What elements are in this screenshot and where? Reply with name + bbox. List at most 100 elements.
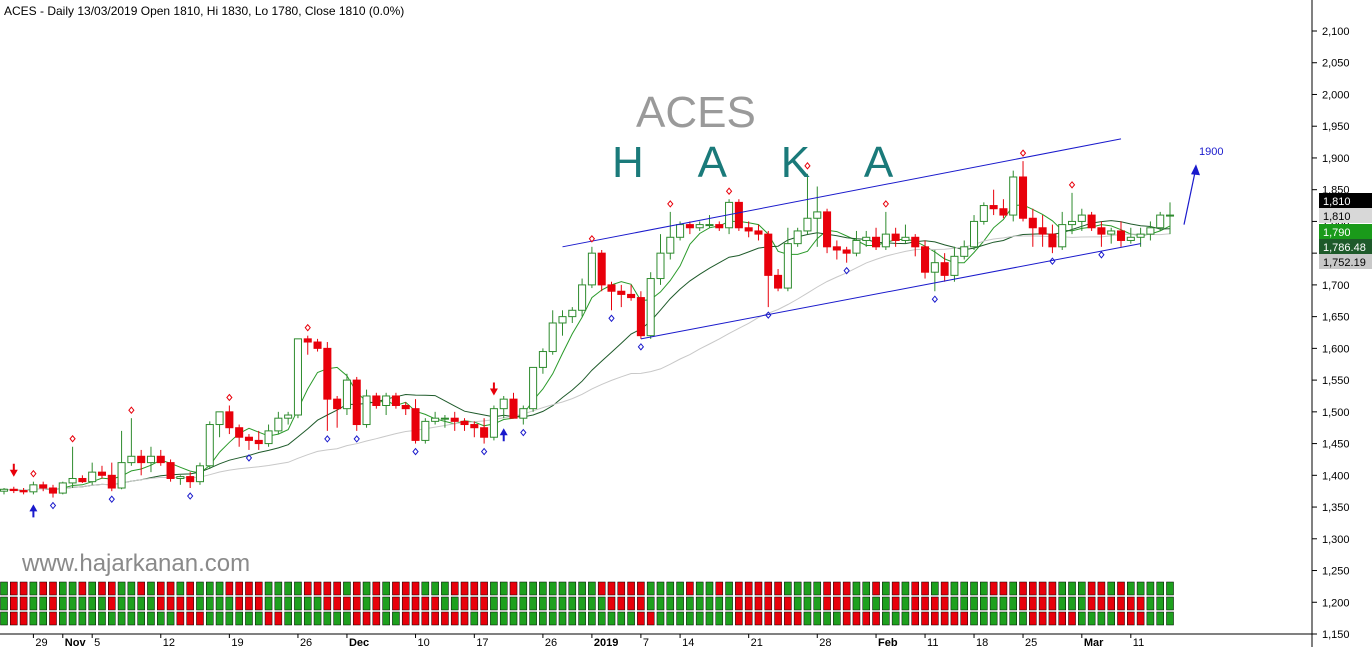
fractal-low-marker <box>324 435 331 443</box>
x-tick-label: 28 <box>819 637 831 647</box>
status-cell <box>490 596 498 611</box>
status-cell <box>59 611 67 626</box>
status-cell <box>245 581 253 596</box>
candle-body <box>568 309 577 318</box>
status-cell <box>29 581 38 596</box>
status-cell <box>548 581 557 596</box>
status-cell <box>1097 611 1106 626</box>
status-cell <box>901 581 910 596</box>
status-cell <box>686 611 694 626</box>
x-tick-label: 10 <box>418 637 430 647</box>
candle-body <box>1146 227 1155 235</box>
candle-body <box>235 427 244 438</box>
candle-body <box>989 205 998 210</box>
status-cell <box>1136 611 1145 626</box>
fractal-low-marker <box>765 311 772 319</box>
status-cell <box>656 596 665 611</box>
candle-body <box>872 236 881 248</box>
status-cell <box>411 596 420 611</box>
status-cell <box>411 581 420 596</box>
candle-body <box>548 322 557 353</box>
candle-body <box>715 224 724 229</box>
status-cell <box>754 611 763 626</box>
status-cell <box>705 596 714 611</box>
candle-body <box>186 476 195 483</box>
status-cell <box>519 596 528 611</box>
status-cell <box>695 596 704 611</box>
candle-body <box>166 462 175 479</box>
status-cell <box>852 596 861 611</box>
candle-body <box>362 395 371 426</box>
status-cell <box>68 581 77 596</box>
candle-body <box>793 230 802 245</box>
status-cell <box>676 611 684 626</box>
candle-body <box>842 249 851 254</box>
y-tick-label: 1,700 <box>1322 280 1350 292</box>
x-tick-label: 7 <box>643 637 649 647</box>
candle-body <box>19 490 28 493</box>
candle-body <box>107 474 116 489</box>
status-cell <box>460 611 469 626</box>
x-tick-label: 26 <box>300 637 312 647</box>
status-cell <box>372 596 381 611</box>
status-cell <box>548 611 557 626</box>
y-tick-label: 1,900 <box>1322 153 1350 165</box>
status-cell <box>401 581 410 596</box>
status-cell <box>460 581 469 596</box>
candle-body <box>881 233 890 248</box>
status-cell <box>196 596 204 611</box>
status-cell <box>1127 596 1135 611</box>
status-cell <box>764 611 773 626</box>
price-label-bg <box>1319 254 1372 269</box>
status-cell <box>999 581 1008 596</box>
status-cell <box>901 596 910 611</box>
status-cell <box>617 581 626 596</box>
status-cell <box>960 596 969 611</box>
candle-body <box>734 201 743 229</box>
status-cell <box>382 581 390 596</box>
y-tick-label: 1,300 <box>1322 534 1350 546</box>
plot-background <box>0 0 1312 647</box>
candle-body <box>764 233 773 276</box>
sell-signal-arrow <box>9 463 18 477</box>
status-cell <box>362 596 371 611</box>
target-label: 1900 <box>1199 146 1223 158</box>
status-cell <box>303 581 312 596</box>
status-cell <box>421 611 430 626</box>
status-cell <box>980 581 988 596</box>
status-cell <box>921 581 929 596</box>
status-cell <box>735 581 743 596</box>
status-cell <box>1009 611 1018 626</box>
status-cell <box>166 596 175 611</box>
status-cell <box>529 596 537 611</box>
x-tick-label: Dec <box>349 637 369 647</box>
status-cell <box>274 611 283 626</box>
buy-signal-arrow <box>499 428 508 442</box>
fractal-high-marker <box>588 235 596 243</box>
status-cell <box>1136 581 1145 596</box>
status-cell <box>519 581 528 596</box>
status-cell <box>225 581 234 596</box>
status-cell <box>10 581 18 596</box>
status-cell <box>842 611 851 626</box>
status-cell <box>254 596 263 611</box>
status-cell <box>637 581 645 596</box>
candle-body <box>39 484 48 489</box>
fractal-low-marker <box>637 343 645 351</box>
status-cell <box>127 596 136 611</box>
status-cell <box>166 581 175 596</box>
x-tick-label: Feb <box>878 637 898 647</box>
status-cell <box>362 581 371 596</box>
status-cell <box>1029 611 1037 626</box>
status-cell <box>1019 596 1027 611</box>
status-cell <box>499 581 508 596</box>
fractal-high-marker <box>882 200 889 208</box>
candle-body <box>499 398 508 410</box>
status-cell <box>774 581 782 596</box>
status-cell <box>362 611 371 626</box>
status-cell <box>392 611 400 626</box>
status-cell <box>166 611 175 626</box>
status-cell <box>1078 581 1086 596</box>
status-cell <box>421 581 430 596</box>
